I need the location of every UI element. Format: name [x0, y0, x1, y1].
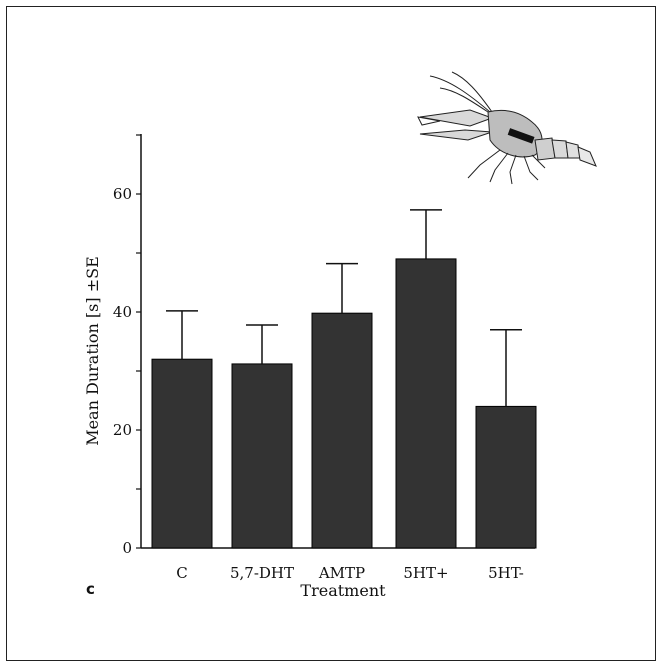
bar [231, 363, 293, 549]
y-tick-label: 20 [113, 421, 132, 439]
x-tick-label: C [176, 564, 187, 582]
x-tick-label: 5,7-DHT [230, 564, 294, 582]
y-tick-label: 0 [122, 539, 132, 557]
x-tick-label: 5HT+ [403, 564, 448, 582]
x-axis-title: Treatment [300, 581, 386, 600]
bar [151, 358, 213, 549]
panel-label: c [86, 580, 95, 598]
y-tick-label: 60 [113, 185, 132, 203]
bar [475, 405, 537, 549]
x-tick-label: 5HT- [488, 564, 524, 582]
y-tick-label: 40 [113, 303, 132, 321]
y-axis-title: Mean Duration [s] ±SE [83, 256, 102, 446]
crayfish-icon [417, 71, 597, 185]
bar [395, 258, 457, 549]
bar [311, 312, 373, 549]
x-tick-label: AMTP [318, 564, 365, 582]
